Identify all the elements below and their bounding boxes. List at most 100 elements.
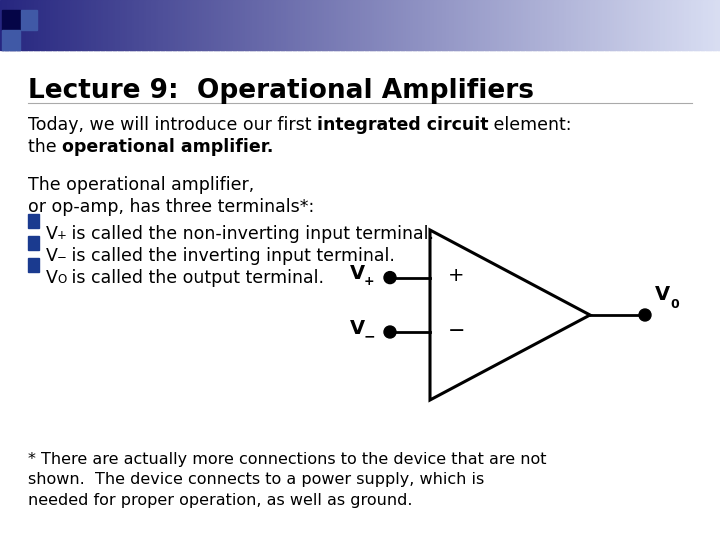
Bar (221, 0, 224, 50)
Bar (614, 0, 618, 50)
Bar (317, 0, 320, 50)
Bar (538, 0, 541, 50)
Bar (53, 0, 56, 50)
Bar (482, 0, 486, 50)
Bar (223, 0, 227, 50)
Bar (513, 0, 517, 50)
Bar (161, 0, 164, 50)
Bar (110, 0, 114, 50)
Bar (171, 0, 174, 50)
Bar (146, 0, 150, 50)
Bar (506, 0, 510, 50)
Bar (9, 0, 13, 50)
Bar (28, 214, 39, 228)
Bar (495, 0, 498, 50)
Text: is called the output terminal.: is called the output terminal. (66, 269, 324, 287)
Bar (106, 0, 109, 50)
Bar (473, 0, 476, 50)
Bar (401, 0, 404, 50)
Bar (79, 0, 83, 50)
Bar (302, 0, 306, 50)
Bar (65, 0, 68, 50)
Bar (132, 0, 135, 50)
Bar (466, 0, 469, 50)
Bar (698, 0, 702, 50)
Bar (5, 0, 8, 50)
Text: V: V (46, 269, 58, 287)
Bar (545, 0, 548, 50)
Bar (595, 0, 598, 50)
Bar (391, 0, 395, 50)
Bar (689, 0, 692, 50)
Bar (549, 0, 553, 50)
Bar (38, 0, 42, 50)
Bar (269, 0, 272, 50)
Bar (619, 0, 623, 50)
Bar (677, 0, 680, 50)
Text: * There are actually more connections to the device that are not
shown.  The dev: * There are actually more connections to… (28, 452, 546, 508)
Bar (2, 30, 20, 50)
Bar (624, 0, 627, 50)
Bar (686, 0, 690, 50)
Bar (153, 0, 157, 50)
Bar (487, 0, 490, 50)
Bar (554, 0, 558, 50)
Bar (307, 0, 310, 50)
Bar (394, 0, 397, 50)
Bar (336, 0, 339, 50)
Bar (135, 0, 138, 50)
Bar (139, 0, 143, 50)
Bar (353, 0, 356, 50)
Bar (444, 0, 447, 50)
Bar (96, 0, 99, 50)
Bar (655, 0, 659, 50)
Text: the: the (28, 138, 62, 156)
Bar (228, 0, 231, 50)
Bar (117, 0, 121, 50)
Text: −: − (364, 329, 376, 343)
Bar (326, 0, 330, 50)
Bar (598, 0, 601, 50)
Bar (0, 0, 4, 50)
Text: V: V (46, 225, 58, 243)
Bar (626, 0, 630, 50)
Bar (261, 0, 265, 50)
Bar (600, 0, 603, 50)
Bar (168, 0, 171, 50)
Text: V: V (46, 247, 58, 265)
Bar (252, 0, 256, 50)
Bar (297, 0, 301, 50)
Bar (499, 0, 503, 50)
Bar (230, 0, 234, 50)
Bar (413, 0, 416, 50)
Bar (281, 0, 284, 50)
Bar (360, 0, 364, 50)
Bar (578, 0, 582, 50)
Bar (204, 0, 207, 50)
Bar (175, 0, 179, 50)
Bar (274, 0, 277, 50)
Bar (288, 0, 292, 50)
Bar (607, 0, 611, 50)
Bar (535, 0, 539, 50)
Bar (24, 0, 27, 50)
Bar (182, 0, 186, 50)
Bar (247, 0, 251, 50)
Bar (562, 0, 565, 50)
Bar (173, 0, 176, 50)
Bar (2, 0, 6, 50)
Bar (410, 0, 414, 50)
Text: is called the non-inverting input terminal.: is called the non-inverting input termin… (66, 225, 434, 243)
Bar (94, 0, 97, 50)
Bar (233, 0, 236, 50)
Bar (286, 0, 289, 50)
Bar (629, 0, 632, 50)
Bar (276, 0, 279, 50)
Bar (660, 0, 663, 50)
Bar (319, 0, 323, 50)
Bar (28, 236, 39, 250)
Bar (305, 0, 308, 50)
Bar (542, 0, 546, 50)
Bar (504, 0, 508, 50)
Bar (526, 0, 529, 50)
